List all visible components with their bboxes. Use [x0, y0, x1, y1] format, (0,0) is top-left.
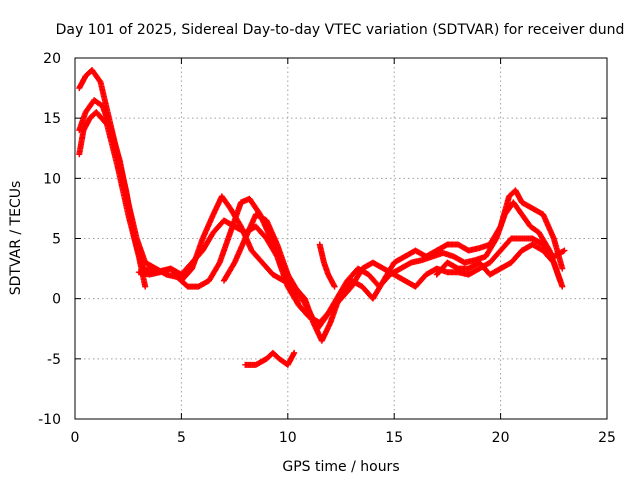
x-tick-label: 20: [492, 430, 510, 446]
series-track-2: [76, 67, 566, 344]
x-tick-label: 15: [385, 430, 403, 446]
data-point: [561, 247, 568, 254]
data-point: [305, 312, 312, 319]
y-tick-label: 20: [43, 51, 61, 67]
y-tick-label: 15: [43, 111, 61, 127]
data-point: [559, 283, 566, 290]
x-tick-label: 25: [598, 430, 616, 446]
data-point: [142, 283, 149, 290]
y-axis-title: SDTVAR / TECUs: [8, 181, 24, 296]
series-track-8: [433, 241, 566, 290]
series-track-3: [76, 97, 564, 332]
series-track-5: [220, 211, 313, 320]
x-axis-title: GPS time / hours: [282, 459, 399, 475]
series-track-6: [242, 349, 298, 368]
data-point: [331, 283, 338, 290]
series-track-7: [316, 241, 338, 290]
data-point: [559, 265, 566, 272]
data-point: [291, 349, 298, 356]
y-tick-label: 5: [52, 232, 61, 248]
data-point: [306, 313, 313, 320]
x-tick-label: 5: [177, 430, 186, 446]
y-tick-label: -5: [47, 352, 61, 368]
x-tick-label: 0: [71, 430, 80, 446]
y-tick-label: -10: [38, 412, 61, 428]
x-tick-label: 10: [279, 430, 297, 446]
series-track-4: [135, 217, 568, 326]
chart-title: Day 101 of 2025, Sidereal Day-to-day VTE…: [56, 22, 625, 38]
data-marks: [76, 67, 568, 368]
axis-ticks: 0 5 10 15 20 25 -10 -5 0 5 10 15 20: [38, 51, 616, 446]
y-tick-label: 0: [52, 292, 61, 308]
y-tick-label: 10: [43, 171, 61, 187]
